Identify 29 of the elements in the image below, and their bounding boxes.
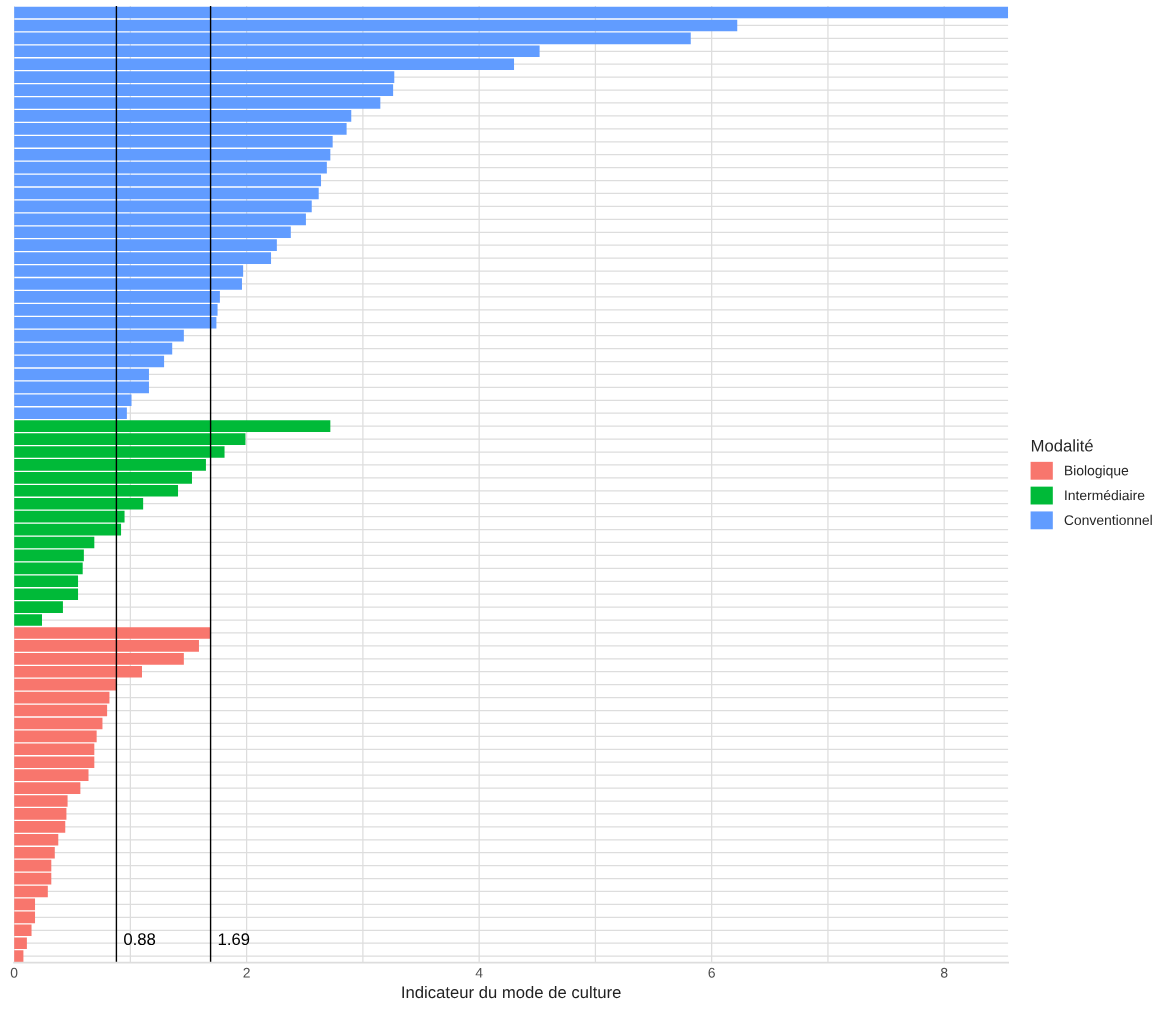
bar — [14, 536, 95, 549]
bar — [14, 187, 319, 200]
bar — [14, 691, 110, 704]
bar — [14, 885, 48, 898]
bar — [14, 872, 52, 885]
legend-label: Intermédiaire — [1065, 489, 1145, 501]
ref-line-label: 0.88 — [124, 933, 156, 946]
legend-label: Conventionnel — [1064, 514, 1152, 526]
x-tick-label: 0 — [10, 967, 18, 978]
x-tick-label: 6 — [708, 967, 715, 978]
bar — [14, 898, 36, 911]
legend-title: Modalité — [1031, 439, 1093, 452]
legend-label: Biologique — [1065, 465, 1129, 479]
x-tick-label: 4 — [475, 967, 483, 978]
bar — [14, 200, 312, 213]
bar — [14, 368, 149, 381]
bar — [14, 523, 122, 536]
bar — [14, 549, 84, 562]
bar — [14, 342, 173, 355]
x-tick-label: 2 — [243, 967, 250, 978]
bar — [14, 704, 108, 717]
bar — [14, 19, 738, 32]
bar — [14, 6, 1009, 19]
x-tick-label: 8 — [940, 967, 948, 978]
bar — [14, 717, 103, 730]
bar — [14, 355, 165, 368]
bar — [14, 174, 322, 187]
x-axis-title: Indicateur du mode de culture — [402, 985, 621, 999]
ref-line-label: 1.69 — [218, 933, 250, 946]
